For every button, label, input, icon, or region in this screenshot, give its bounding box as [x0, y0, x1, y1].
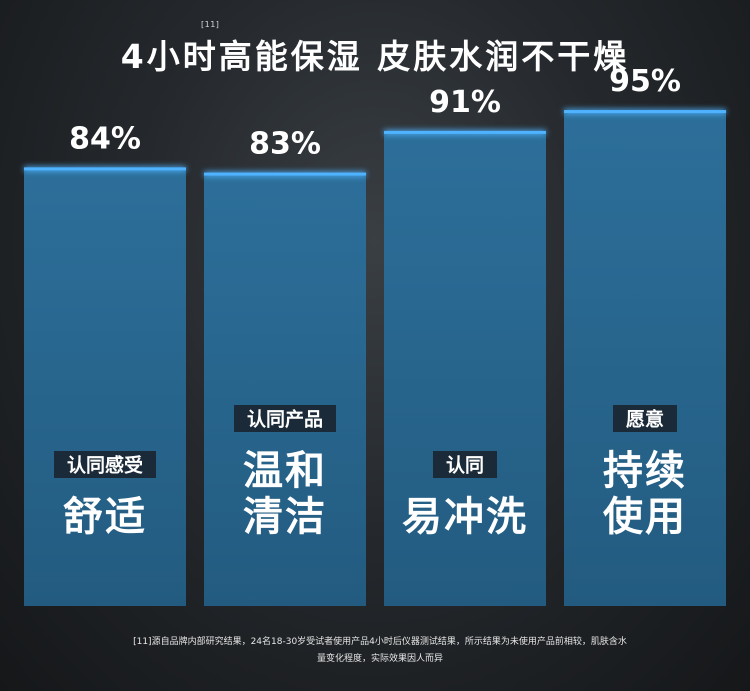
tag-box-4	[613, 405, 677, 432]
tag-label-2: 认同产品	[247, 408, 323, 431]
bar-top-line-1	[24, 167, 186, 171]
bar-label-3-line-1: 易冲洗	[402, 494, 528, 540]
bar-2	[204, 173, 366, 606]
value-label-3: 91%	[429, 85, 501, 120]
tag-box-2	[234, 405, 336, 432]
bar-label-4-line-2: 使用	[603, 494, 687, 540]
bar-3	[384, 131, 546, 606]
bar-top-line-2	[204, 172, 366, 176]
bar-label-1-line-1: 舒适	[63, 494, 147, 540]
bar-4	[564, 111, 726, 607]
footnote-line-2: 量变化程度，实际效果因人而异	[316, 654, 443, 664]
tag-label-4: 愿意	[626, 408, 664, 431]
bar-1	[24, 168, 186, 607]
footnote-line-1: [11]源自品牌内部研究结果，24名18-30岁受试者使用产品4小时后仪器测试结…	[133, 637, 627, 647]
tag-box-1	[54, 451, 156, 478]
bar-label-2-line-1: 温和	[243, 448, 327, 494]
value-label-2: 83%	[249, 127, 321, 162]
bar-label-2-line-2: 清洁	[243, 494, 327, 540]
value-label-4: 95%	[609, 64, 681, 99]
bar-top-line-3	[384, 130, 546, 134]
tag-box-3	[433, 451, 497, 478]
page-title: 4小时高能保湿 皮肤水润不干燥	[120, 37, 630, 76]
tag-label-3: 认同	[446, 454, 484, 477]
title-footnote-mark: [11]	[201, 20, 220, 29]
bar-top-line-4	[564, 110, 726, 114]
bar-label-4-line-1: 持续	[603, 448, 687, 494]
value-label-1: 84%	[69, 121, 141, 156]
tag-label-1: 认同感受	[67, 454, 143, 477]
